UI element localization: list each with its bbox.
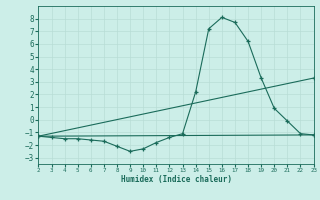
X-axis label: Humidex (Indice chaleur): Humidex (Indice chaleur) (121, 175, 231, 184)
